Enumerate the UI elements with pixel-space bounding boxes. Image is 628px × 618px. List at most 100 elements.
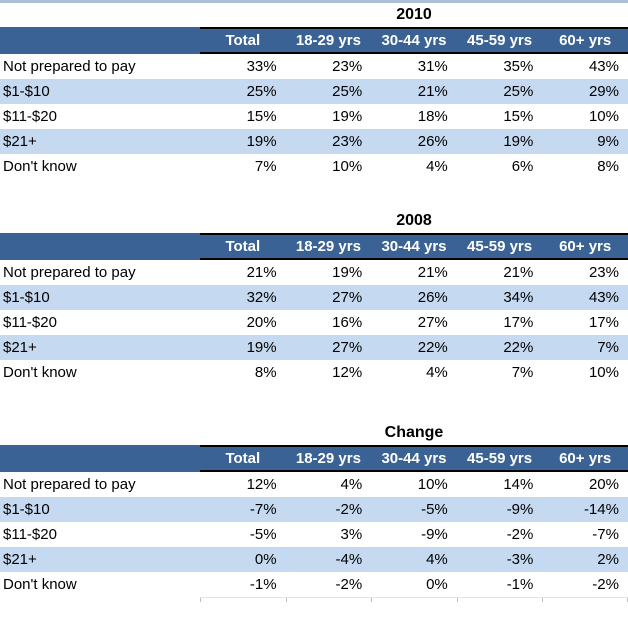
value-cell: 19%: [332, 108, 363, 125]
value-cell: 20%: [588, 476, 619, 493]
row-label: $1-$10: [3, 289, 50, 306]
value-cell: 25%: [246, 83, 277, 100]
value-cell: 7%: [597, 339, 619, 356]
row-label: $21+: [3, 133, 37, 150]
row-label: $1-$10: [3, 501, 50, 518]
value-cell: 3%: [340, 526, 363, 543]
gridline-tick: [200, 598, 201, 602]
value-cell: 21%: [246, 264, 277, 281]
header-corner-cell: [0, 445, 200, 472]
column-header-45-59-yrs: 45-59 yrs: [467, 450, 533, 467]
value-cell: 10%: [588, 364, 619, 381]
row-label: $1-$10: [3, 83, 50, 100]
value-cell: 25%: [332, 83, 363, 100]
table-row-21: $21+ 19% 27% 22% 22% 7%: [0, 335, 628, 360]
column-header-60-yrs: 60+ yrs: [559, 32, 612, 49]
value-cell: 6%: [511, 158, 534, 175]
row-label: $11-$20: [3, 108, 57, 125]
value-cell: 19%: [246, 339, 277, 356]
table-row-11-20: $11-$20 -5% 3% -9% -2% -7%: [0, 522, 628, 547]
value-cell: 9%: [597, 133, 619, 150]
header-corner-cell: [0, 233, 200, 260]
value-cell: 7%: [254, 158, 277, 175]
value-cell: -7%: [592, 526, 619, 543]
header-row: Total 18-29 yrs 30-44 yrs 45-59 yrs 60+ yrs: [0, 233, 628, 260]
table-row-11-20: $11-$20 15% 19% 18% 15% 10%: [0, 104, 628, 129]
table-grid-2010: Total 18-29 yrs 30-44 yrs 45-59 yrs 60+ yrs N…: [0, 27, 628, 179]
value-cell: 4%: [426, 551, 448, 568]
value-cell: -1%: [249, 576, 277, 593]
table-row-don-t-know: Don't know -1% -2% 0% -1% -2%: [0, 572, 628, 597]
table-row-not-prepared-to-pay: Not prepared to pay 12% 4% 10% 14% 20%: [0, 472, 628, 497]
row-label: $21+: [3, 339, 37, 356]
value-cell: 23%: [332, 58, 363, 75]
value-cell: 4%: [426, 158, 448, 175]
value-cell: -1%: [506, 576, 534, 593]
value-cell: 19%: [503, 133, 534, 150]
value-cell: 16%: [332, 314, 363, 331]
column-header-45-59-yrs: 45-59 yrs: [467, 238, 533, 255]
value-cell: 43%: [588, 58, 619, 75]
value-cell: 25%: [503, 83, 534, 100]
value-cell: -2%: [592, 576, 619, 593]
header-columns: Total 18-29 yrs 30-44 yrs 45-59 yrs 60+ yrs: [200, 445, 628, 472]
table-row-21: $21+ 0% -4% 4% -3% 2%: [0, 547, 628, 572]
value-cell: 12%: [332, 364, 363, 381]
value-cell: 10%: [332, 158, 363, 175]
gridline-remnant: [200, 597, 628, 604]
table-section-change: Change Total 18-29 yrs 30-44 yrs 45-59 yrs 6…: [0, 421, 628, 597]
table-title-2008: 2008: [396, 212, 432, 229]
table-row-1-10: $1-$10 25% 25% 21% 25% 29%: [0, 79, 628, 104]
column-header-18-29-yrs: 18-29 yrs: [295, 238, 361, 255]
value-cell: 21%: [503, 264, 534, 281]
column-header-total: Total: [225, 238, 261, 255]
value-cell: 8%: [254, 364, 277, 381]
value-cell: 0%: [426, 576, 448, 593]
value-cell: 43%: [588, 289, 619, 306]
column-header-total: Total: [225, 450, 261, 467]
value-cell: 19%: [332, 264, 363, 281]
top-edge-strip: [0, 0, 628, 3]
gridline-tick: [285, 598, 287, 602]
row-label: Don't know: [3, 576, 77, 593]
table-row-not-prepared-to-pay: Not prepared to pay 33% 23% 31% 35% 43%: [0, 54, 628, 79]
row-label: Not prepared to pay: [3, 58, 136, 75]
value-cell: 27%: [417, 314, 448, 331]
value-cell: 33%: [246, 58, 277, 75]
column-header-30-44-yrs: 30-44 yrs: [381, 450, 447, 467]
value-cell: -2%: [506, 526, 534, 543]
column-header-30-44-yrs: 30-44 yrs: [381, 238, 447, 255]
value-cell: 18%: [417, 108, 448, 125]
value-cell: -2%: [335, 501, 363, 518]
header-row: Total 18-29 yrs 30-44 yrs 45-59 yrs 60+ yrs: [0, 445, 628, 472]
value-cell: -4%: [335, 551, 363, 568]
value-cell: 19%: [246, 133, 277, 150]
table-row-not-prepared-to-pay: Not prepared to pay 21% 19% 21% 21% 23%: [0, 260, 628, 285]
value-cell: -14%: [583, 501, 619, 518]
table-row-don-t-know: Don't know 8% 12% 4% 7% 10%: [0, 360, 628, 385]
value-cell: 27%: [332, 289, 363, 306]
table-row-1-10: $1-$10 -7% -2% -5% -9% -14%: [0, 497, 628, 522]
value-cell: 34%: [503, 289, 534, 306]
value-cell: -7%: [249, 501, 277, 518]
value-cell: 27%: [332, 339, 363, 356]
column-header-30-44-yrs: 30-44 yrs: [381, 32, 447, 49]
row-label: Not prepared to pay: [3, 476, 136, 493]
value-cell: 23%: [588, 264, 619, 281]
header-corner-cell: [0, 27, 200, 54]
table-grid-2008: Total 18-29 yrs 30-44 yrs 45-59 yrs 60+ yrs N…: [0, 233, 628, 385]
column-header-60-yrs: 60+ yrs: [559, 450, 612, 467]
table-title-2010: 2010: [396, 6, 432, 23]
row-label: $11-$20: [3, 314, 57, 331]
row-label: Not prepared to pay: [3, 264, 136, 281]
value-cell: 17%: [588, 314, 619, 331]
value-cell: 22%: [503, 339, 534, 356]
value-cell: 12%: [246, 476, 277, 493]
value-cell: 31%: [417, 58, 448, 75]
value-cell: 17%: [503, 314, 534, 331]
value-cell: 20%: [246, 314, 277, 331]
table-row-don-t-know: Don't know 7% 10% 4% 6% 8%: [0, 154, 628, 179]
value-cell: 14%: [503, 476, 534, 493]
value-cell: 15%: [503, 108, 534, 125]
